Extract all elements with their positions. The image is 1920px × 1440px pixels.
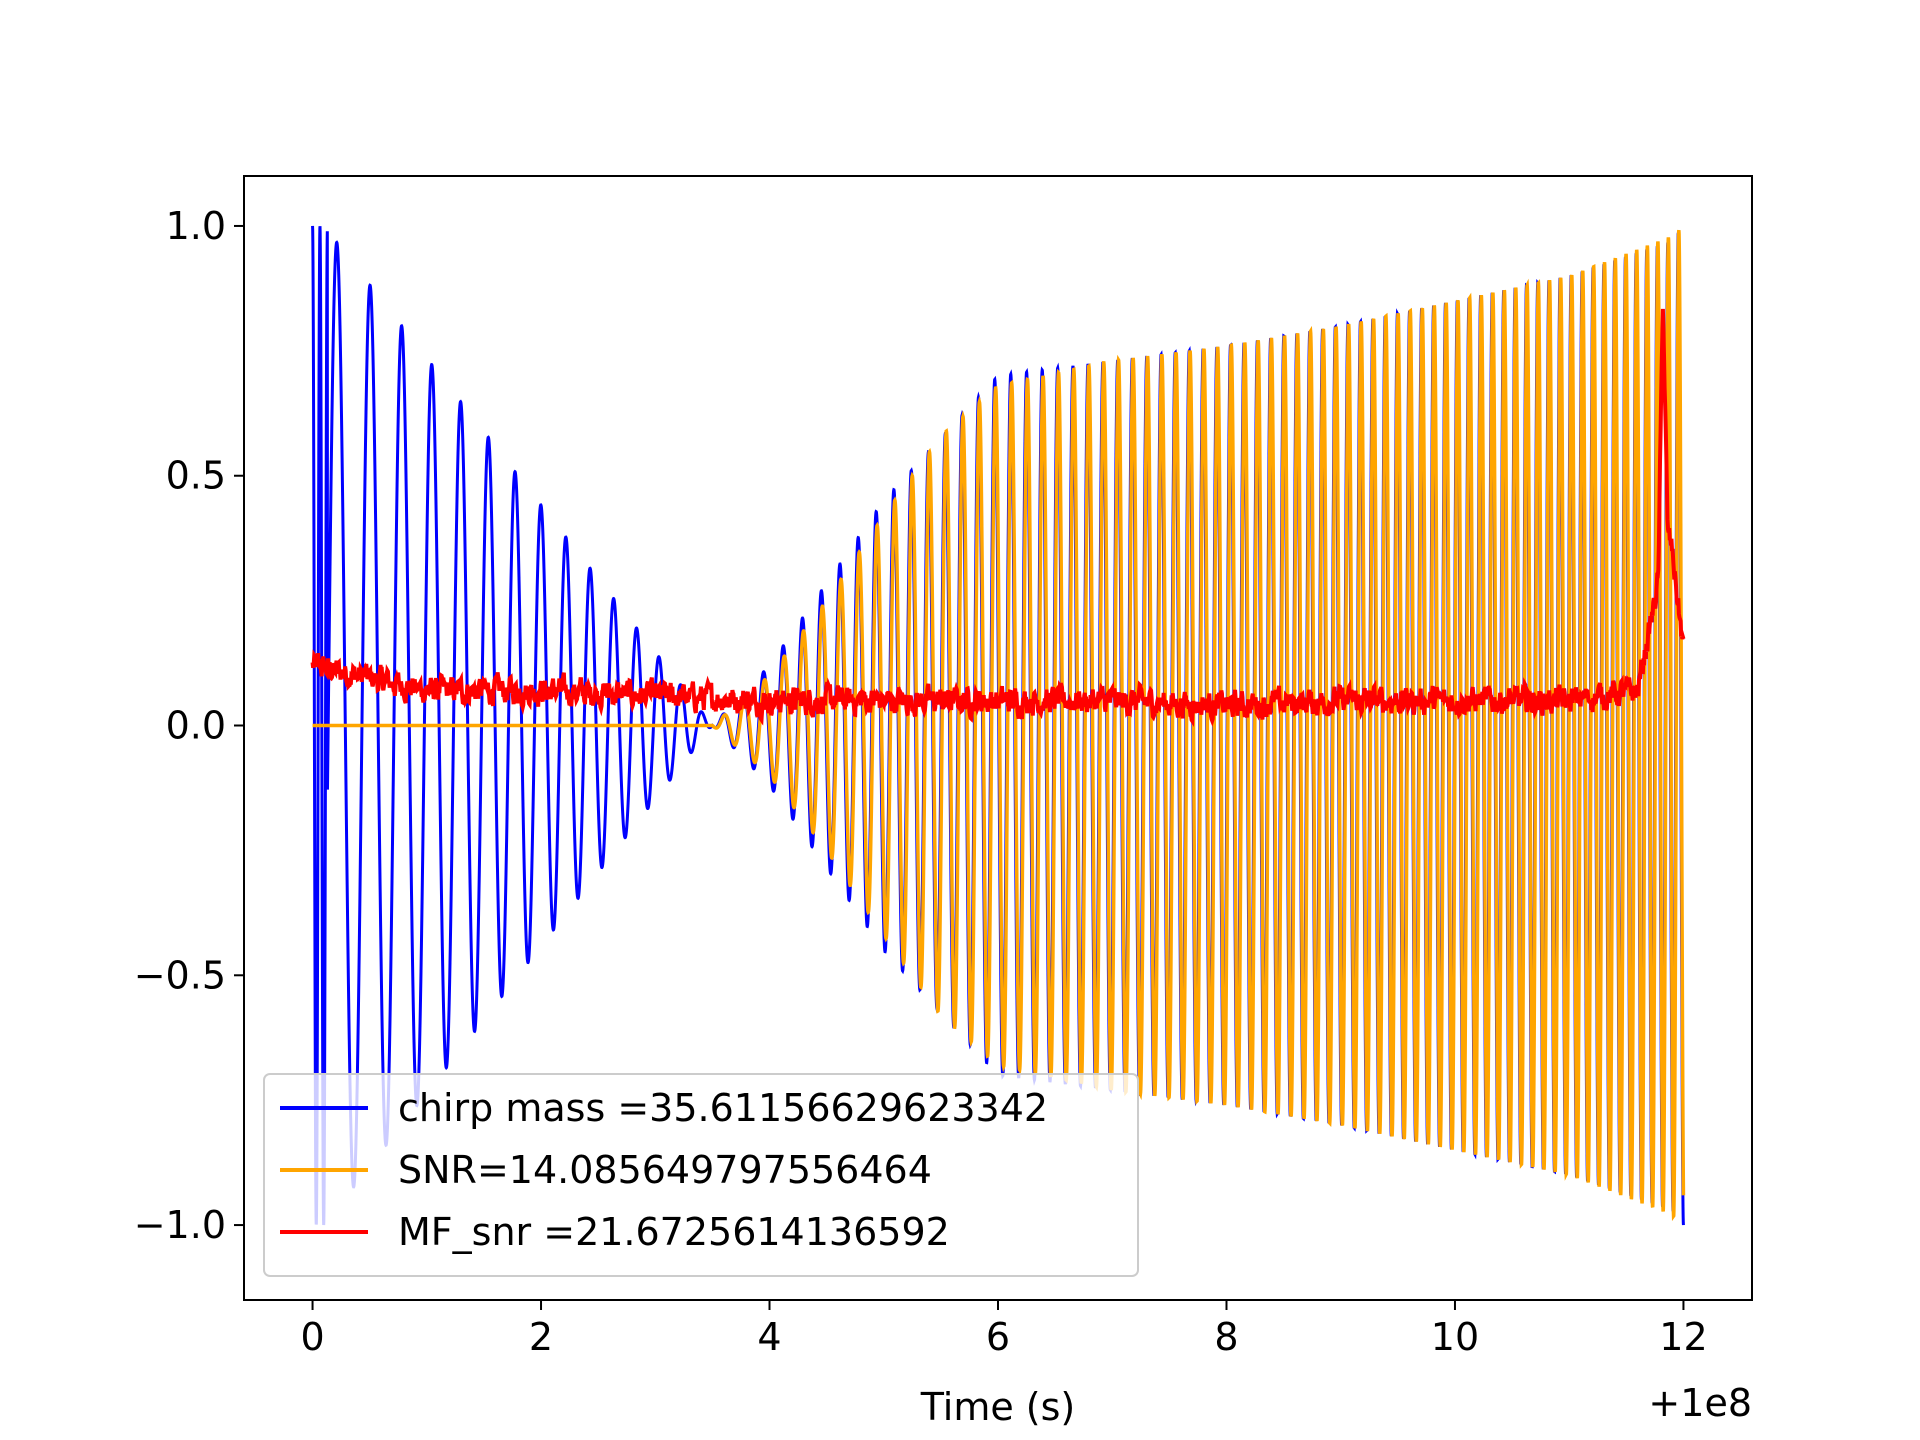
- legend-label: SNR=14.085649797556464: [398, 1148, 932, 1192]
- y-tick-label: 0.5: [166, 454, 226, 498]
- y-tick-label: 1.0: [166, 204, 226, 248]
- x-axis-label: Time (s): [920, 1385, 1076, 1429]
- legend-box: [263, 1073, 1139, 1277]
- y-tick-label: −0.5: [134, 953, 226, 997]
- x-tick-label: 2: [529, 1315, 553, 1359]
- x-offset-label: +1e8: [1648, 1381, 1752, 1425]
- x-tick-label: 12: [1659, 1315, 1707, 1359]
- series-snr-line: [312, 229, 1686, 1222]
- y-tick-label: 0.0: [166, 704, 226, 748]
- x-tick-label: 8: [1214, 1315, 1238, 1359]
- x-tick-label: 10: [1431, 1315, 1479, 1359]
- y-tick-label: −1.0: [134, 1203, 226, 1247]
- y-axis: −1.0 −0.5 0.0 0.5 1.0: [134, 204, 244, 1247]
- x-tick-label: 6: [986, 1315, 1010, 1359]
- x-axis: 0 2 4 6 8 10 12: [300, 1300, 1708, 1359]
- legend-label: MF_snr =21.6725614136592: [398, 1210, 950, 1254]
- series-mf-snr-line: [310, 308, 1686, 727]
- legend: chirp mass =35.61156629623342 SNR=14.0856…: [263, 1073, 1139, 1277]
- x-tick-label: 4: [757, 1315, 781, 1359]
- legend-label: chirp mass =35.61156629623342: [398, 1086, 1048, 1130]
- series-layer: [310, 225, 1686, 1226]
- x-tick-label: 0: [300, 1315, 324, 1359]
